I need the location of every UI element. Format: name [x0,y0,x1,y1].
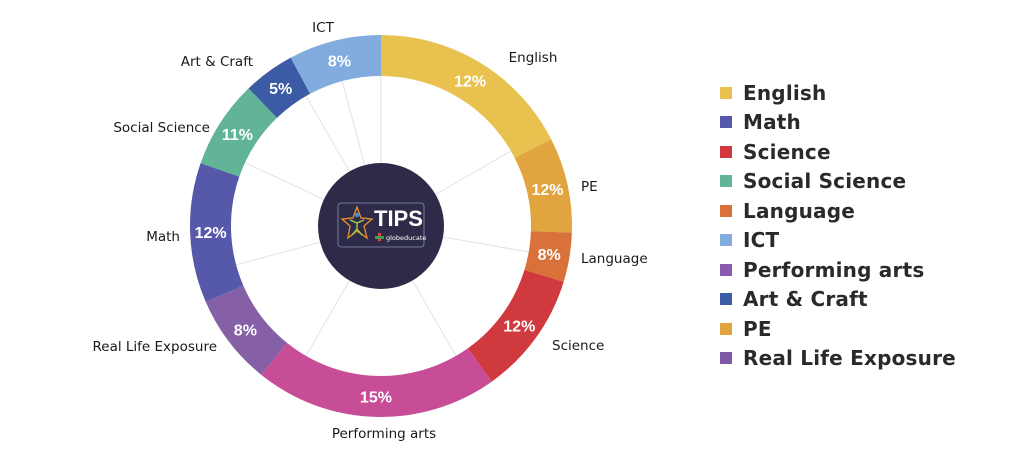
category-label-art-and-craft: Art & Craft [181,54,253,70]
legend-label: Science [743,139,831,164]
legend-label: Performing arts [743,257,925,282]
value-label-language: 8% [538,247,561,264]
legend-item-real-life-exposure: Real Life Exposure [720,344,956,374]
legend-swatch-icon [720,204,732,217]
value-label-art-and-craft: 5% [269,81,292,98]
globeducate-text: globeducate [386,234,426,242]
legend-swatch-icon [720,175,732,188]
value-label-science: 12% [503,319,535,336]
legend-swatch-icon [720,145,732,158]
category-label-science: Science [552,338,604,354]
chart-legend: English Math Science Social Science Language… [720,78,956,373]
legend-item-math: Math [720,108,956,138]
segment-science [467,269,564,382]
legend-label: Math [743,110,801,135]
segment-real-life-exposure [205,285,288,375]
category-label-real-life-exposure: Real Life Exposure [92,339,217,355]
category-label-language: Language [581,251,648,267]
value-label-english: 12% [454,74,486,91]
legend-label: English [743,80,827,105]
legend-label: ICT [743,228,780,253]
category-label-pe: PE [581,179,598,195]
chart-segments [190,35,573,417]
legend-swatch-icon [720,86,732,99]
segment-english [381,35,552,158]
value-label-pe: 12% [531,182,563,199]
category-label-performing-arts: Performing arts [332,426,436,442]
legend-item-art-and-craft: Art & Craft [720,285,956,315]
tips-logo-text: TIPS [374,206,423,231]
legend-label: Art & Craft [743,287,868,312]
value-label-performing-arts: 15% [360,389,392,406]
legend-item-social-science: Social Science [720,167,956,197]
legend-item-english: English [720,78,956,108]
legend-item-ict: ICT [720,226,956,256]
legend-item-science: Science [720,137,956,167]
legend-swatch-icon [720,322,732,335]
value-label-ict: 8% [328,54,351,71]
chart-spokes [235,76,529,357]
star-mascot-icon [340,204,374,240]
legend-item-pe: PE [720,314,956,344]
legend-label: Language [743,198,856,223]
category-label-ict: ICT [312,20,334,36]
legend-swatch-icon [720,293,732,306]
globeducate-icon [375,233,384,241]
category-label-social-science: Social Science [113,120,210,136]
center-logo: TIPS globeducate [318,163,444,289]
legend-swatch-icon [720,352,732,365]
legend-swatch-icon [720,263,732,276]
category-labels: English PE Language Science Performing arts R… [92,20,647,442]
segment-performing-arts [261,342,492,417]
value-label-real-life-exposure: 8% [234,322,257,339]
category-label-english: English [509,50,558,66]
segment-value-labels: 12% 12% 8% 12% 15% 8% 12% 11% 5% 8% [195,54,564,407]
segment-pe [514,139,573,233]
segment-ict [290,35,381,94]
legend-swatch-icon [720,116,732,129]
value-label-math: 12% [195,225,227,242]
legend-label: PE [743,316,772,341]
legend-label: Social Science [743,169,907,194]
legend-swatch-icon [720,234,732,247]
legend-label: Real Life Exposure [743,346,956,371]
segment-art-and-craft [248,57,311,118]
legend-item-language: Language [720,196,956,226]
segment-language [524,231,572,282]
legend-item-performing-arts: Performing arts [720,255,956,285]
value-label-social-science: 11% [222,127,253,144]
segment-social-science [200,88,277,177]
category-label-math: Math [146,229,180,245]
segment-math [190,163,244,302]
